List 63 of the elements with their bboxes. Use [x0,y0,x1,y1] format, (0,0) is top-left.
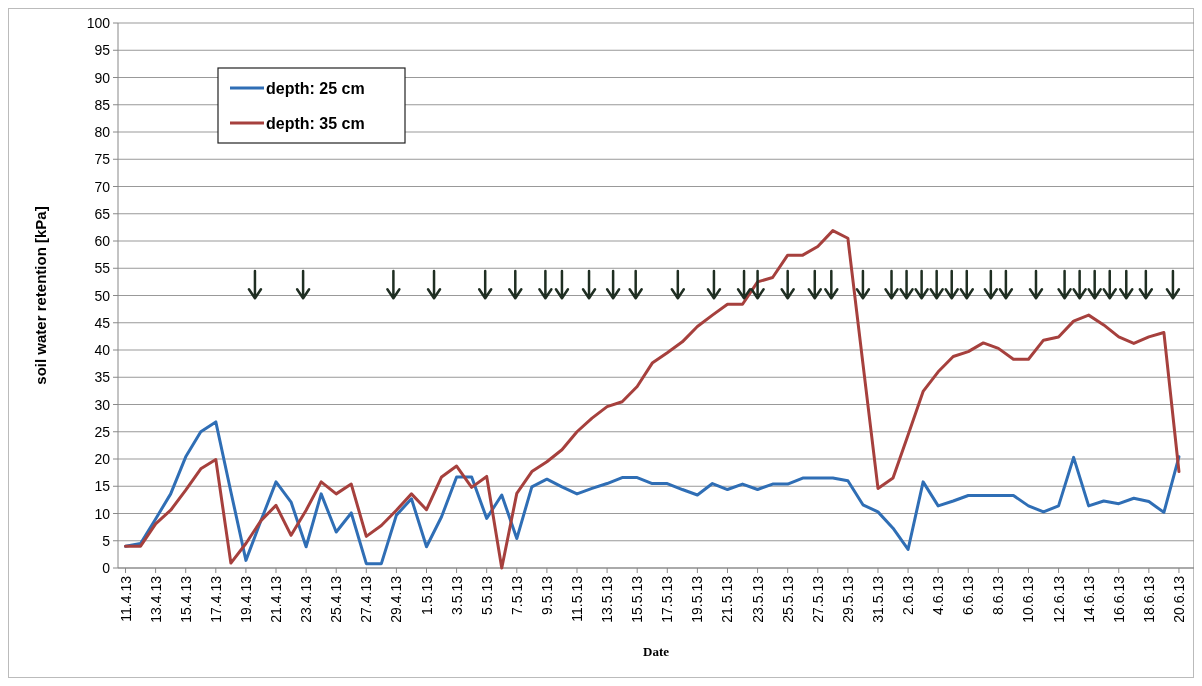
y-tick-label: 100 [86,15,111,31]
y-tick-label: 25 [94,423,111,440]
x-tick-label: 31.5.13 [869,575,886,623]
y-axis-title: soil water retention [kPa] [32,206,49,385]
x-tick-label: 11.4.13 [117,575,134,622]
x-tick-label: 14.6.13 [1080,575,1097,623]
x-tick-label: 10.6.13 [1020,575,1037,623]
x-tick-label: 25.4.13 [328,575,345,623]
y-tick-label: 20 [94,451,111,467]
line-series [124,229,1181,570]
y-tick-label: 10 [94,505,111,522]
y-tick-label: 30 [94,396,111,413]
x-tick-label: 27.5.13 [809,575,826,623]
x-tick-label: 6.6.13 [960,575,977,615]
x-tick-label: 9.5.13 [538,575,555,615]
x-tick-label: 15.5.13 [629,575,646,623]
y-tick-label: 80 [94,124,111,140]
x-tick-label: 3.5.13 [448,575,465,615]
x-tick-label: 15.4.13 [177,575,194,623]
x-tick-label: 23.5.13 [749,575,766,623]
x-tick-label: 2.6.13 [900,575,917,615]
y-tick-label: 35 [94,369,111,386]
y-tick-label: 15 [94,478,111,495]
x-tick-label: 7.5.13 [508,575,525,615]
x-tick-label: 16.6.13 [1110,575,1127,623]
x-tick-label: 19.5.13 [689,575,706,623]
y-tick-label: 55 [94,260,111,277]
y-tick-label: 60 [94,233,111,249]
x-tick-label: 18.6.13 [1140,575,1157,623]
x-tick-label: 17.4.13 [207,575,224,623]
x-tick-label: 29.5.13 [839,575,856,623]
y-tick-label: 40 [94,342,111,358]
x-tick-label: 25.5.13 [779,575,796,623]
x-tick-label: 21.5.13 [719,575,736,623]
y-tick-label: 50 [94,287,111,304]
x-tick-label: 17.5.13 [659,575,676,623]
legend-label: depth: 35 cm [266,114,365,132]
y-tick-label: 5 [102,532,111,549]
y-tick-label: 95 [94,42,111,59]
x-tick-label: 5.5.13 [478,575,495,615]
x-tick-label: 13.4.13 [147,575,164,623]
x-tick-label: 4.6.13 [930,575,947,615]
x-tick-label: 21.4.13 [268,575,285,623]
x-tick-label: 29.4.13 [388,575,405,623]
y-tick-label: 75 [94,151,111,168]
x-tick-label: 20.6.13 [1170,575,1187,623]
x-axis-title: Date [643,644,670,659]
x-tick-label: 1.5.13 [418,575,435,615]
y-tick-label: 90 [94,69,111,86]
x-tick-label: 8.6.13 [990,575,1007,615]
x-tick-label: 27.4.13 [358,575,375,623]
y-tick-label: 65 [94,205,111,222]
x-tick-label: 12.6.13 [1050,575,1067,623]
y-tick-label: 70 [94,178,111,195]
x-tick-label: 23.4.13 [298,575,315,623]
y-tick-label: 85 [94,96,111,113]
x-tick-label: 19.4.13 [237,575,254,623]
legend-label: depth: 25 cm [266,79,365,97]
x-tick-label: 11.5.13 [568,575,585,622]
line-series [124,420,1181,566]
x-tick-label: 13.5.13 [599,575,616,623]
y-tick-label: 45 [94,314,111,331]
y-tick-label: 0 [102,560,111,576]
